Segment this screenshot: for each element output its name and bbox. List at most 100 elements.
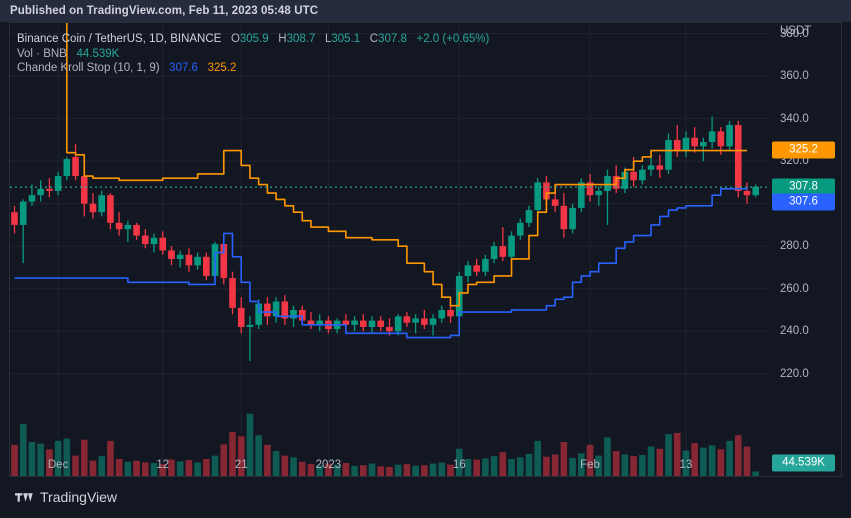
candle-body: [307, 320, 315, 325]
stop-high-tag[interactable]: 325.2: [772, 141, 835, 159]
volume-bar: [621, 454, 629, 476]
volume-bar: [176, 461, 184, 476]
price-axis[interactable]: USDT 380.0360.0340.0320.0300.0280.0260.0…: [770, 23, 851, 476]
time-tick-label: Dec: [47, 459, 69, 471]
candle-body: [46, 188, 53, 191]
candle-body: [708, 131, 716, 143]
volume-bar: [28, 442, 36, 476]
candle-body: [743, 190, 751, 196]
candle-body: [525, 210, 533, 223]
candle-body: [508, 235, 515, 257]
candle-body: [185, 254, 193, 266]
candle-body: [107, 195, 114, 223]
volume-tag[interactable]: 44.539K: [772, 454, 835, 472]
volume-bar: [682, 450, 690, 476]
volume-bar: [272, 451, 280, 476]
volume-bar: [72, 455, 79, 476]
candle-body: [682, 137, 690, 151]
candle-body: [159, 237, 167, 251]
volume-bar: [46, 449, 53, 476]
price-tick-label: 280.0: [780, 240, 809, 253]
volume-bar: [473, 459, 480, 476]
candle-body: [281, 301, 289, 319]
chart-plot-area[interactable]: [10, 23, 770, 476]
volume-bar: [11, 444, 18, 476]
candle-body: [700, 142, 707, 147]
candle-body: [726, 125, 733, 147]
volume-bar: [307, 464, 315, 476]
volume-bar: [98, 456, 105, 476]
volume-bars: [11, 413, 759, 476]
candle-body: [604, 176, 611, 191]
volume-bar: [743, 446, 751, 476]
candle-body: [656, 165, 664, 170]
volume-bar: [551, 454, 559, 476]
volume-bar: [717, 449, 725, 476]
candle-body: [220, 244, 228, 279]
candle-body: [368, 320, 376, 327]
time-axis[interactable]: Dec 12 21 2023 16 Feb 13: [10, 455, 770, 477]
volume-bar: [194, 462, 201, 476]
candle-body: [630, 171, 637, 181]
volume-bar: [700, 447, 707, 476]
volume-bar: [325, 463, 332, 476]
published-text: Published on TradingView.com, Feb 11, 20…: [10, 5, 319, 17]
volume-bar: [89, 460, 97, 476]
candle-body: [203, 256, 210, 276]
volume-bar: [630, 456, 637, 476]
volume-bar: [665, 434, 672, 476]
volume-bar: [142, 462, 149, 476]
candle-body: [360, 320, 367, 327]
volume-bar: [726, 440, 733, 476]
last-price-tag[interactable]: 307.8: [772, 178, 835, 196]
candle-body: [429, 318, 437, 325]
volume-bar: [298, 461, 306, 476]
candle-body: [115, 222, 123, 230]
volume-bar: [464, 459, 472, 476]
candle-body: [499, 246, 507, 257]
volume-bar: [482, 458, 489, 476]
candle-body: [569, 207, 576, 230]
chart-frame: [9, 22, 842, 477]
volume-bar: [508, 459, 515, 476]
candle-body: [316, 320, 323, 325]
candle-body: [647, 165, 655, 170]
volume-bar: [673, 432, 681, 476]
volume-bar: [377, 466, 385, 476]
volume-bar: [19, 423, 27, 476]
candle-body: [89, 203, 97, 213]
candle-body: [72, 156, 79, 177]
volume-bar: [386, 466, 393, 476]
candle-body: [438, 309, 446, 319]
candle-body: [665, 139, 672, 170]
candle-body: [80, 176, 88, 204]
price-tick-label: 220.0: [780, 367, 809, 380]
volume-bar: [586, 444, 594, 476]
volume-bar: [290, 457, 297, 476]
price-axis-unit: USDT: [780, 25, 812, 37]
volume-bar: [560, 442, 568, 476]
volume-bar: [656, 448, 664, 476]
candle-body: [578, 182, 585, 208]
volume-bar: [237, 436, 245, 476]
candle-body: [447, 309, 454, 317]
volume-bar: [429, 463, 437, 476]
volume-bar: [708, 445, 716, 476]
volume-bar: [333, 464, 341, 476]
volume-bar: [107, 440, 114, 476]
volume-bar: [229, 431, 236, 476]
candle-body: [246, 324, 254, 327]
candle-body: [394, 316, 402, 332]
candle-body: [551, 199, 559, 206]
stop-low-tag[interactable]: 307.6: [772, 193, 835, 211]
time-tick-label: 21: [234, 459, 248, 471]
candle-body: [237, 307, 245, 327]
volume-bar: [281, 455, 289, 476]
candle-body: [560, 205, 568, 230]
grid-lines: [10, 23, 770, 476]
volume-bar: [604, 437, 611, 476]
candle-body: [255, 303, 262, 325]
candle-body: [639, 169, 646, 181]
volume-bar: [403, 464, 411, 476]
